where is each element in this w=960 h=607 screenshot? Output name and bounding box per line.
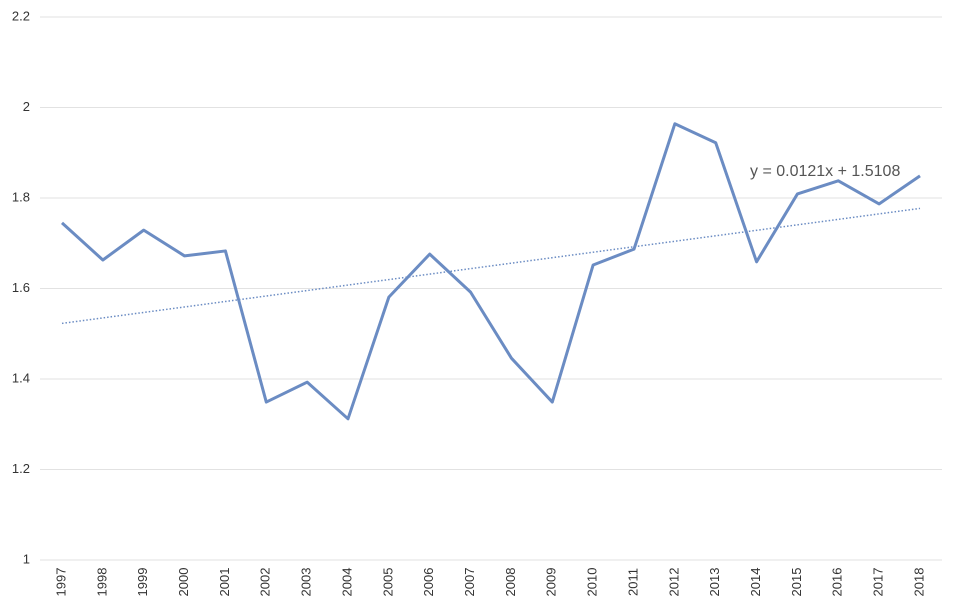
x-tick-label: 2016 <box>830 568 845 597</box>
y-tick-label: 1.4 <box>12 370 30 385</box>
x-tick-label: 2014 <box>748 568 763 597</box>
x-tick-label: 2009 <box>544 568 559 597</box>
x-tick-label: 1997 <box>53 568 68 597</box>
x-tick-label: 2017 <box>871 568 886 597</box>
x-tick-label: 2010 <box>585 568 600 597</box>
x-tick-label: 1999 <box>135 568 150 597</box>
x-tick-label: 2011 <box>625 568 640 596</box>
x-tick-label: 2008 <box>503 568 518 597</box>
x-tick-label: 2001 <box>217 568 232 597</box>
x-tick-label: 2006 <box>421 568 436 597</box>
y-tick-label: 1.8 <box>12 189 30 204</box>
x-tick-label: 2007 <box>462 568 477 597</box>
x-tick-label: 2004 <box>339 568 354 597</box>
x-tick-label: 2005 <box>380 568 395 597</box>
x-tick-label: 2000 <box>176 568 191 597</box>
y-tick-label: 1 <box>23 551 30 566</box>
x-tick-label: 2018 <box>911 568 926 597</box>
trendline-label: y = 0.0121x + 1.5108 <box>750 163 900 180</box>
y-tick-label: 2 <box>23 99 30 114</box>
y-tick-label: 1.6 <box>12 280 30 295</box>
x-tick-label: 2013 <box>707 568 722 597</box>
x-tick-label: 2012 <box>666 568 681 597</box>
trendline <box>61 207 921 325</box>
y-tick-label: 2.2 <box>12 8 30 23</box>
x-tick-label: 2015 <box>789 568 804 597</box>
y-tick-label: 1.2 <box>12 461 30 476</box>
x-tick-label: 1998 <box>94 568 109 597</box>
x-tick-label: 2003 <box>299 568 314 597</box>
x-tick-label: 2002 <box>258 568 273 597</box>
